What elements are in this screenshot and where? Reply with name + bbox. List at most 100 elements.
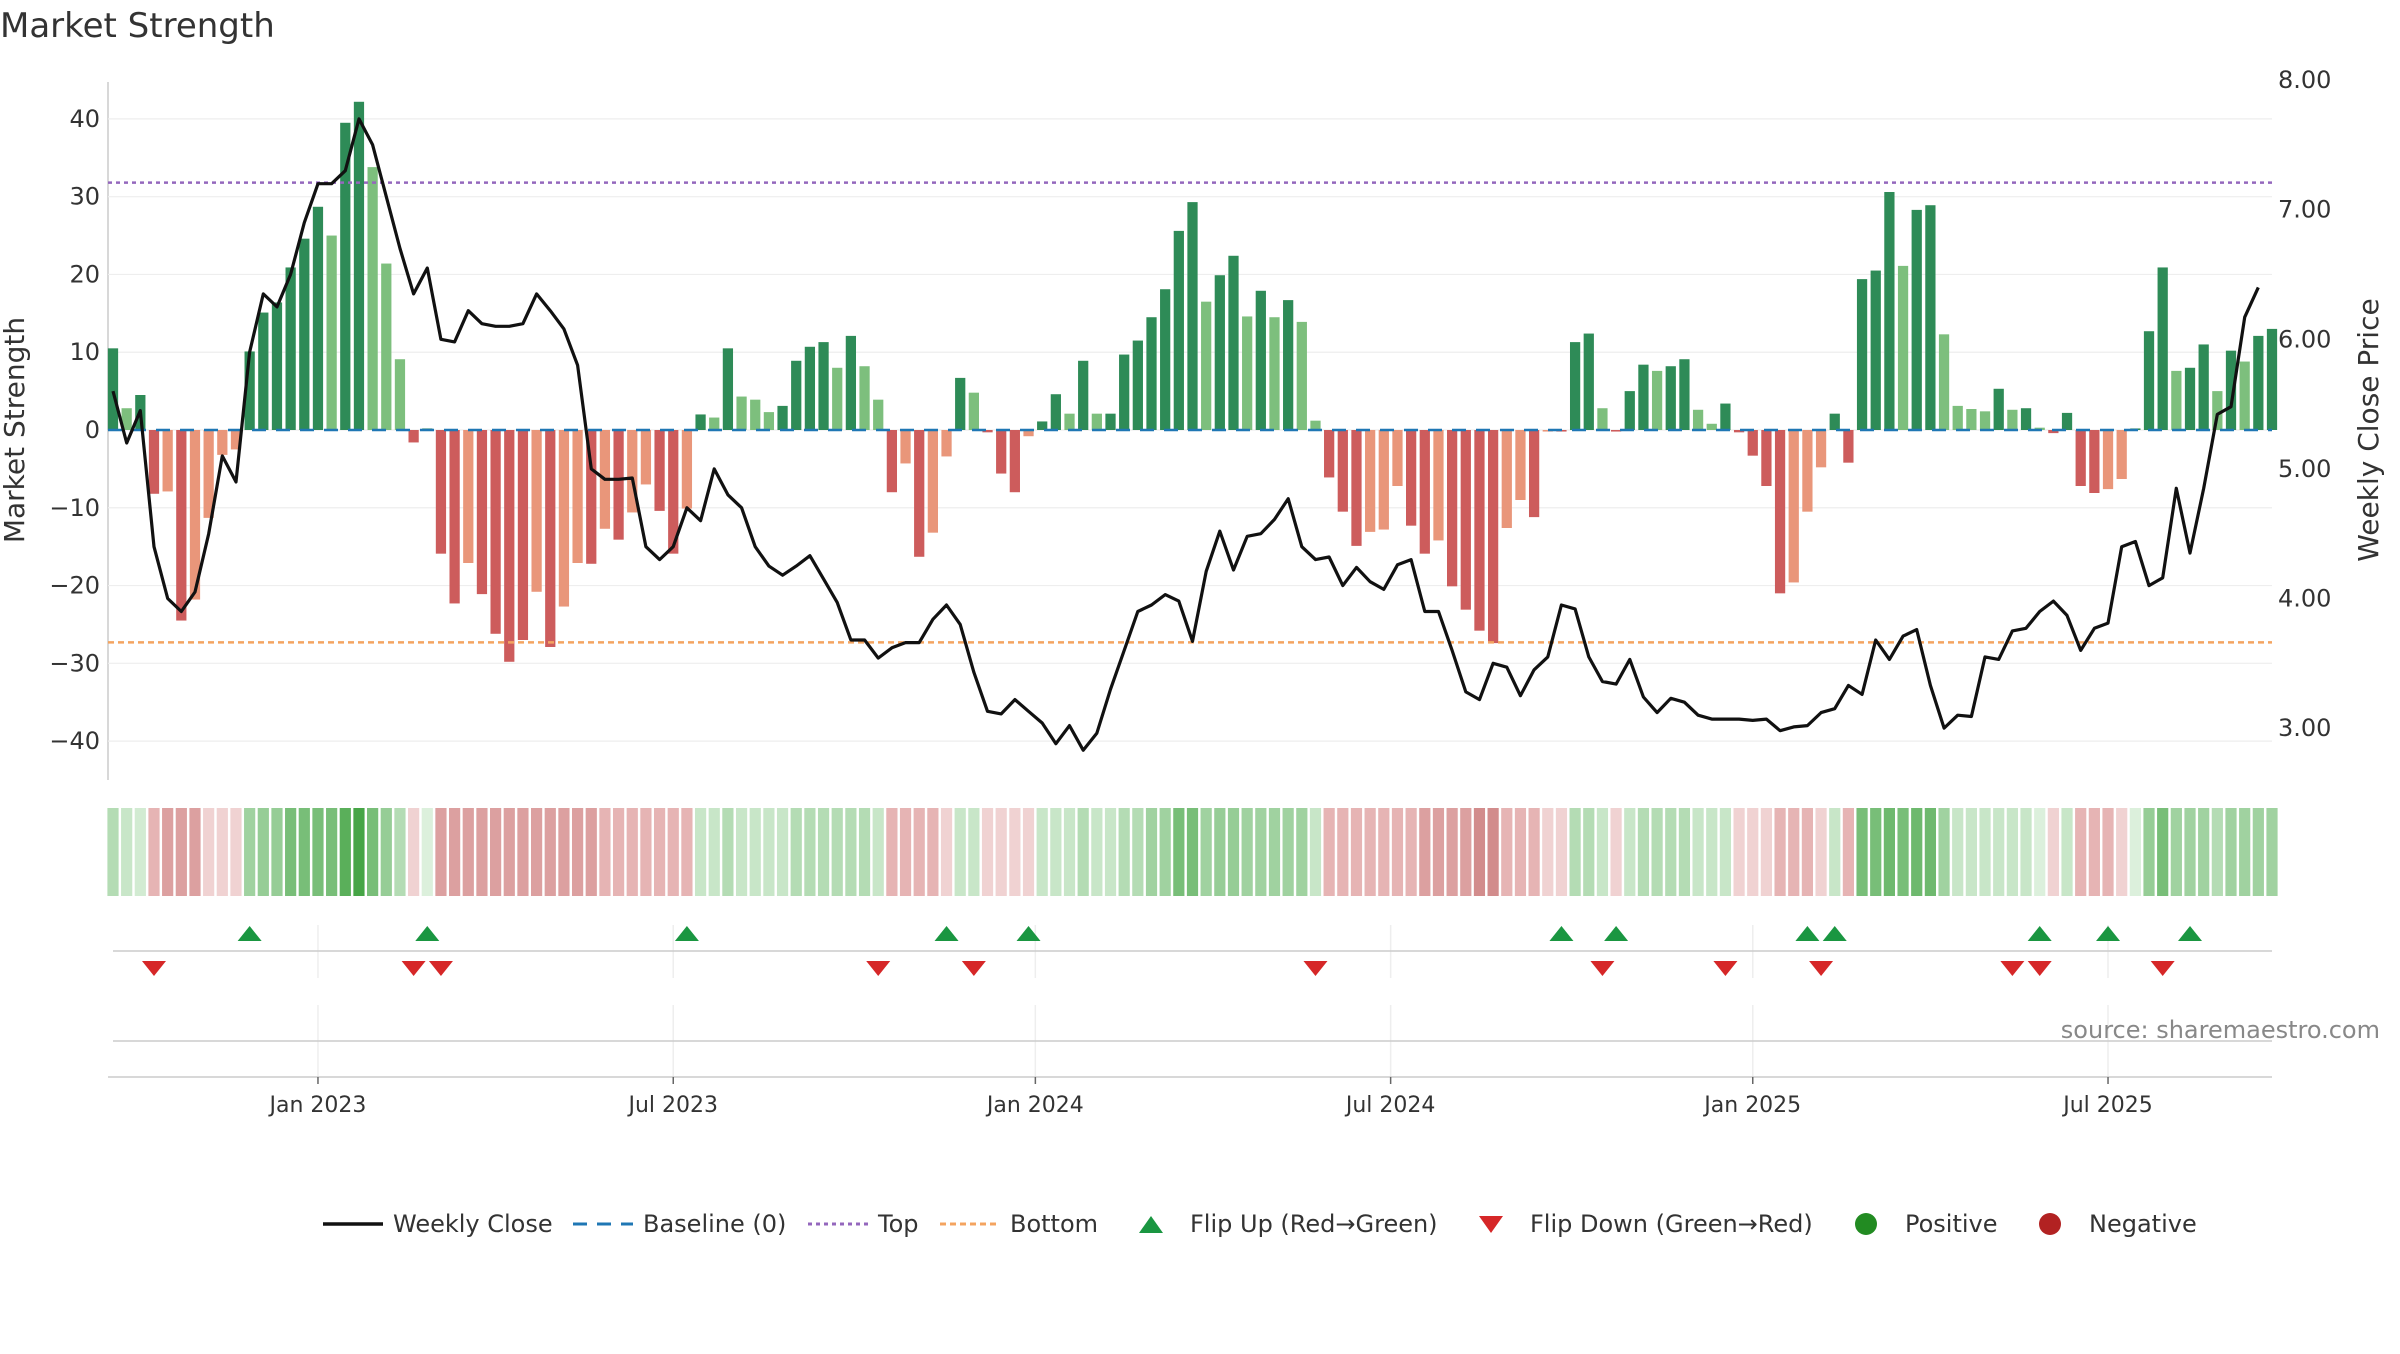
- strength-bar: [750, 399, 761, 430]
- strength-bar: [1569, 342, 1581, 430]
- weekly-close-line: [111, 117, 2260, 752]
- strength-strip-cell: [544, 808, 556, 896]
- strength-strip-cell: [1692, 808, 1704, 896]
- strength-strip-cell: [2225, 808, 2237, 896]
- flip-up-marker: [2178, 926, 2203, 941]
- strength-bar: [681, 430, 693, 509]
- strength-strip-cell: [1555, 808, 1568, 896]
- strength-bar: [353, 101, 365, 431]
- strength-bar: [1979, 411, 1991, 430]
- strength-strip-cell: [2075, 808, 2087, 896]
- strength-strip-cell: [2239, 808, 2251, 896]
- strength-strip-cell: [1569, 808, 1581, 896]
- strength-bar: [2075, 430, 2086, 486]
- strength-strip-cell: [1145, 808, 1158, 896]
- flip-down-marker: [428, 961, 453, 976]
- strength-strip-cell: [1706, 808, 1718, 896]
- strength-strip-cell: [1063, 808, 1076, 896]
- strength-bar: [162, 430, 173, 492]
- legend-swatch-positive: [1855, 1213, 1877, 1235]
- strength-strip-cell: [1815, 808, 1827, 896]
- flip-up-marker: [237, 926, 262, 941]
- strength-bar: [2020, 408, 2032, 430]
- strength-bar: [1884, 192, 1895, 430]
- strength-bar: [1351, 430, 1362, 546]
- strength-bar: [1365, 430, 1376, 532]
- strength-bar: [1829, 413, 1840, 430]
- right-tick-label: 6.00: [2278, 325, 2331, 353]
- strength-bar: [176, 430, 187, 621]
- strength-strip-cell: [1719, 808, 1732, 896]
- strength-bar: [709, 417, 720, 430]
- left-tick-label: 0: [85, 416, 100, 444]
- strength-strip-cell: [1965, 808, 1977, 896]
- legend-label-bottom: Bottom: [1010, 1210, 1098, 1238]
- strength-bar: [1460, 430, 1471, 610]
- strength-strip-cell: [1897, 808, 1909, 896]
- flip-up-marker: [2096, 926, 2121, 941]
- strength-bar: [381, 263, 392, 430]
- strength-strip-cell: [653, 808, 666, 896]
- legend-swatch-flip-down: [1479, 1216, 1503, 1233]
- left-tick-label: −30: [49, 649, 100, 677]
- strength-strip-cell: [216, 808, 228, 896]
- flip-up-marker: [415, 926, 440, 941]
- strength-bar: [1542, 430, 1553, 432]
- strength-strip-cell: [694, 808, 707, 896]
- left-tick-label: 40: [69, 105, 100, 133]
- strength-bar: [1201, 301, 1212, 430]
- strength-bar: [927, 430, 938, 533]
- strength-bar: [340, 122, 351, 431]
- strength-strip-cell: [1405, 808, 1417, 896]
- strength-bar: [2157, 267, 2168, 430]
- strength-bar: [1173, 230, 1184, 430]
- strength-bar: [2212, 391, 2223, 430]
- strength-strip-cell: [285, 808, 297, 896]
- strength-strip-cell: [517, 808, 529, 896]
- strength-bar: [2102, 430, 2114, 490]
- strength-bar: [476, 430, 488, 595]
- strength-strip-cell: [804, 808, 816, 896]
- strength-bar: [572, 430, 583, 563]
- strength-bar: [2253, 335, 2264, 430]
- strength-strip-cell: [1132, 808, 1144, 896]
- x-tick-label: Jan 2024: [985, 1093, 1084, 1118]
- legend-label-flip-down: Flip Down (Green→Red): [1530, 1210, 1813, 1238]
- strength-strip-cell: [1091, 808, 1103, 896]
- strength-strip-cell: [1651, 808, 1663, 896]
- strength-strip-cell: [312, 808, 324, 896]
- strength-bar: [490, 430, 501, 634]
- strength-strip-cell: [2157, 808, 2169, 896]
- strength-bar: [613, 430, 624, 540]
- strength-bar: [1269, 317, 1280, 430]
- strength-bar: [1952, 405, 1963, 430]
- strength-bar: [1419, 430, 1430, 554]
- strength-strip-cell: [1583, 808, 1595, 896]
- strength-strip-cell: [899, 808, 912, 896]
- strength-strip-cell: [175, 808, 187, 896]
- strength-bar: [1474, 430, 1485, 631]
- strength-strip-cell: [1323, 808, 1335, 896]
- strength-strip-cell: [1842, 808, 1855, 896]
- strength-bar: [832, 367, 843, 430]
- strength-strip-cell: [298, 808, 310, 896]
- strength-bar: [2048, 430, 2059, 434]
- strength-bar: [1214, 275, 1225, 430]
- strength-strip-cell: [353, 808, 365, 896]
- strength-bar: [1856, 279, 1868, 430]
- strength-bar: [1897, 265, 1909, 430]
- strength-strip-cell: [244, 808, 256, 896]
- strength-bar: [1665, 366, 1676, 430]
- strength-bar: [463, 430, 474, 563]
- strength-bar: [1255, 290, 1266, 430]
- strength-strip-cell: [2116, 808, 2128, 896]
- strength-bar: [1296, 321, 1307, 430]
- strength-bar: [1638, 364, 1649, 430]
- strength-bar: [1433, 430, 1444, 541]
- strength-strip-cell: [1077, 808, 1089, 896]
- strength-bar: [845, 335, 857, 430]
- strength-strip-cell: [1159, 808, 1171, 896]
- strength-strip-cell: [626, 808, 638, 896]
- flip-down-marker: [1809, 961, 1834, 976]
